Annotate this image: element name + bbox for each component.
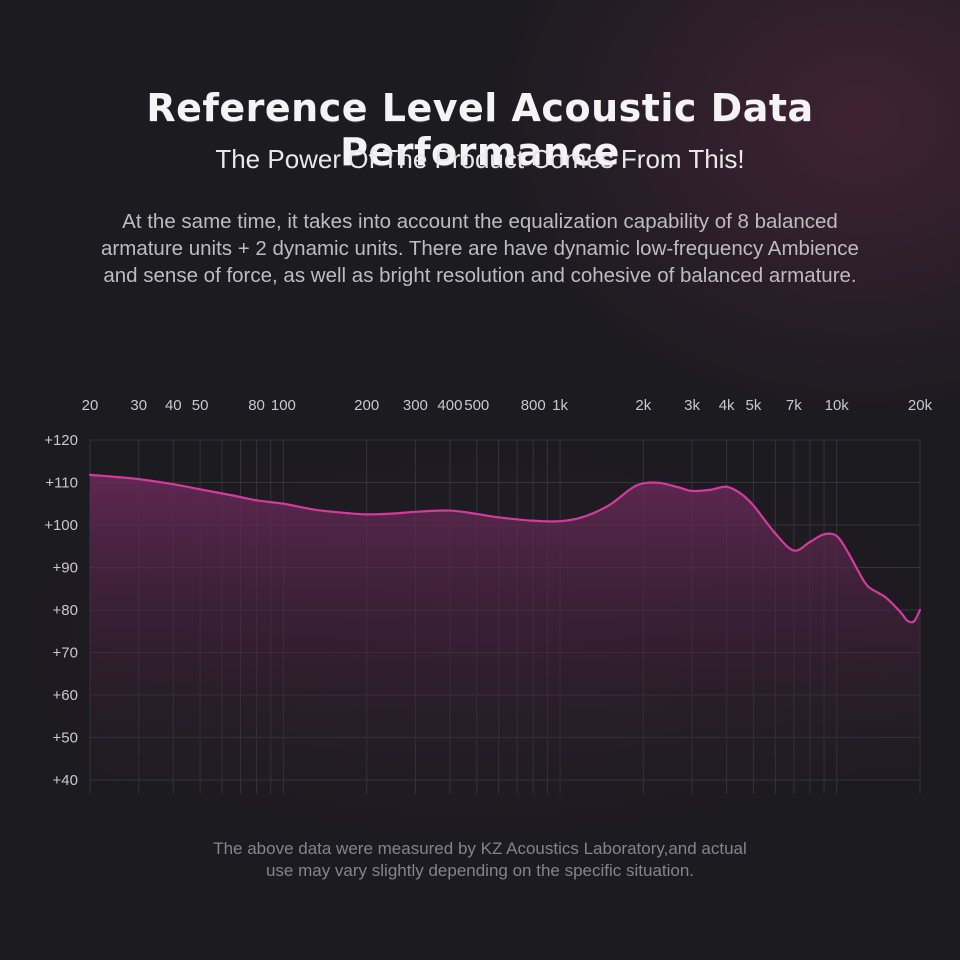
x-tick-label: 2k	[635, 397, 651, 414]
x-tick-label: 100	[271, 397, 296, 414]
x-tick-label: 50	[192, 397, 209, 414]
description: At the same time, it takes into account …	[60, 208, 900, 289]
x-tick-label: 4k	[719, 397, 735, 414]
y-tick-label: +70	[53, 645, 78, 662]
x-tick-label: 40	[165, 397, 182, 414]
y-tick-label: +100	[44, 517, 78, 534]
description-line: armature units + 2 dynamic units. There …	[101, 237, 859, 260]
y-tick-label: +50	[53, 730, 78, 747]
y-tick-labels: +120 +110 +100 +90 +80 +70 +60 +50 +40	[44, 432, 78, 789]
x-tick-label: 20k	[908, 397, 933, 414]
x-tick-label: 800	[521, 397, 546, 414]
description-line: At the same time, it takes into account …	[122, 210, 838, 233]
x-tick-label: 400	[437, 397, 462, 414]
page-title: Reference Level Acoustic Data Performanc…	[146, 86, 814, 174]
x-tick-label: 200	[354, 397, 379, 414]
x-tick-label: 500	[464, 397, 489, 414]
y-tick-label: +110	[45, 475, 78, 492]
x-tick-label: 3k	[684, 397, 700, 414]
page-subtitle: The Power Of The Product Comes From This…	[215, 144, 745, 174]
x-tick-label: 300	[403, 397, 428, 414]
series-area	[90, 474, 920, 780]
x-tick-label: 80	[248, 397, 265, 414]
x-tick-labels: 20 30 40 50 80 100 200 300 400 500 800 1k 2k 3k 4k 5k 7k…	[82, 397, 933, 414]
x-tick-label: 7k	[786, 397, 802, 414]
x-tick-label: 5k	[746, 397, 762, 414]
area-layer	[88, 473, 922, 780]
y-tick-label: +60	[53, 687, 78, 704]
y-tick-label: +120	[44, 432, 78, 449]
x-tick-label: 10k	[825, 397, 850, 414]
series-line	[88, 473, 922, 624]
footnote-line: use may vary slightly depending on the s…	[265, 861, 695, 880]
description-line: and sense of force, as well as bright re…	[103, 264, 857, 287]
x-tick-label: 1k	[552, 397, 568, 414]
x-tick-label: 30	[130, 397, 147, 414]
y-tick-label: +90	[53, 560, 78, 577]
footnote: The above data were measured by KZ Acous…	[120, 838, 840, 882]
footnote-line: The above data were measured by KZ Acous…	[213, 839, 747, 858]
x-tick-label: 20	[82, 397, 99, 414]
y-tick-label: +80	[53, 602, 78, 619]
y-tick-label: +40	[53, 772, 78, 789]
